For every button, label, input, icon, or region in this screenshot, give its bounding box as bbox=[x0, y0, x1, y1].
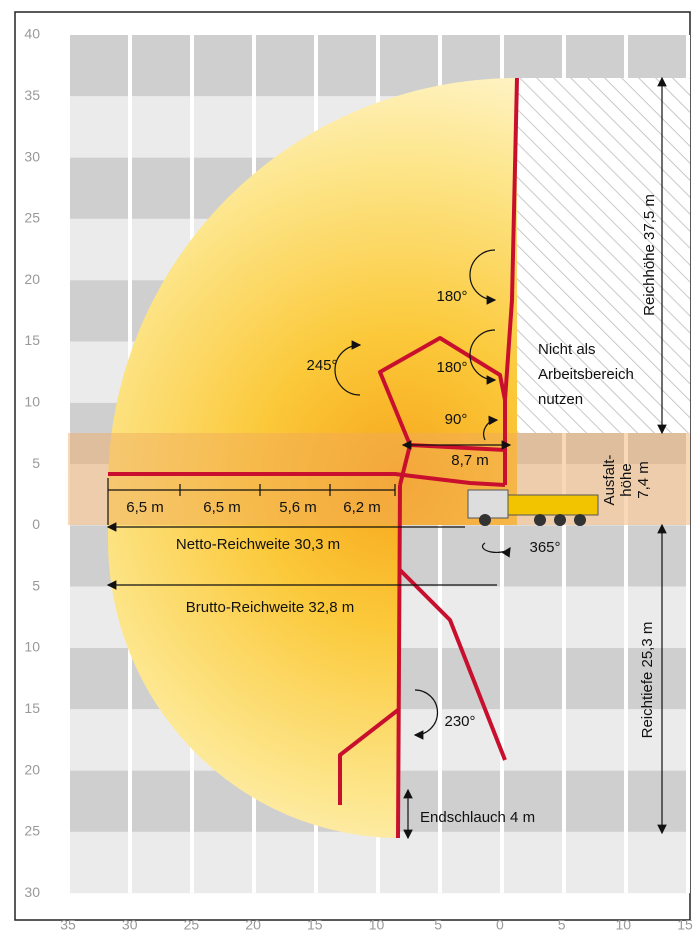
dimension-lines bbox=[106, 76, 667, 840]
outrigger-label: 7,4 m bbox=[635, 461, 652, 499]
no-work-label: Arbeitsbereich bbox=[538, 366, 634, 383]
y-axis-label: 10 bbox=[24, 394, 40, 410]
y-axis-label: 5 bbox=[32, 577, 40, 593]
net-reach: Netto-Reichweite 30,3 m bbox=[176, 536, 340, 553]
angle: 180° bbox=[436, 359, 467, 376]
y-axis-label: 15 bbox=[24, 700, 40, 716]
reach-area bbox=[108, 78, 517, 838]
y-axis-label: 5 bbox=[32, 455, 40, 471]
outrigger-label: Ausfalt- bbox=[601, 455, 618, 506]
x-axis-label: 20 bbox=[245, 917, 261, 933]
segment-label: 6,2 m bbox=[343, 499, 381, 516]
segment-label: 5,6 m bbox=[279, 499, 317, 516]
y-axis-label: 20 bbox=[24, 761, 40, 777]
x-axis-label: 15 bbox=[677, 917, 693, 933]
outrigger-label: höhe bbox=[618, 463, 635, 496]
y-axis-label: 35 bbox=[24, 87, 40, 103]
angle: 230° bbox=[444, 713, 475, 730]
segment-label: 6,5 m bbox=[126, 499, 164, 516]
y-axis-label: 25 bbox=[24, 823, 40, 839]
angle: 245° bbox=[306, 357, 337, 374]
truck bbox=[467, 489, 599, 526]
y-axis-label: 40 bbox=[24, 26, 40, 42]
y-axis-label: 25 bbox=[24, 210, 40, 226]
x-axis-label: 10 bbox=[369, 917, 385, 933]
inner-reach: 8,7 m bbox=[451, 452, 489, 469]
angle: 90° bbox=[445, 411, 468, 428]
y-axis-label: 30 bbox=[24, 884, 40, 900]
x-axis-label: 35 bbox=[60, 917, 76, 933]
no-work-label: Nicht als bbox=[538, 341, 596, 358]
y-axis-label: 20 bbox=[24, 271, 40, 287]
reach-depth: Reichtiefe 25,3 m bbox=[639, 622, 656, 739]
x-axis-label: 5 bbox=[434, 917, 442, 933]
no-work-label: nutzen bbox=[538, 391, 583, 408]
angle: 365° bbox=[529, 539, 560, 556]
segment-label: 6,5 m bbox=[203, 499, 241, 516]
x-axis-label: 30 bbox=[122, 917, 138, 933]
x-axis-label: 5 bbox=[558, 917, 566, 933]
x-axis-label: 10 bbox=[616, 917, 632, 933]
angle: 180° bbox=[436, 288, 467, 305]
y-axis-label: 10 bbox=[24, 639, 40, 655]
x-axis-label: 15 bbox=[307, 917, 323, 933]
y-axis-label: 0 bbox=[32, 516, 40, 532]
x-axis-label: 0 bbox=[496, 917, 504, 933]
y-axis-label: 30 bbox=[24, 148, 40, 164]
y-axis-label: 15 bbox=[24, 332, 40, 348]
x-axis-label: 25 bbox=[184, 917, 200, 933]
gross-reach: Brutto-Reichweite 32,8 m bbox=[186, 599, 354, 616]
reach-height: Reichhöhe 37,5 m bbox=[641, 194, 658, 316]
end-hose: Endschlauch 4 m bbox=[420, 809, 535, 826]
